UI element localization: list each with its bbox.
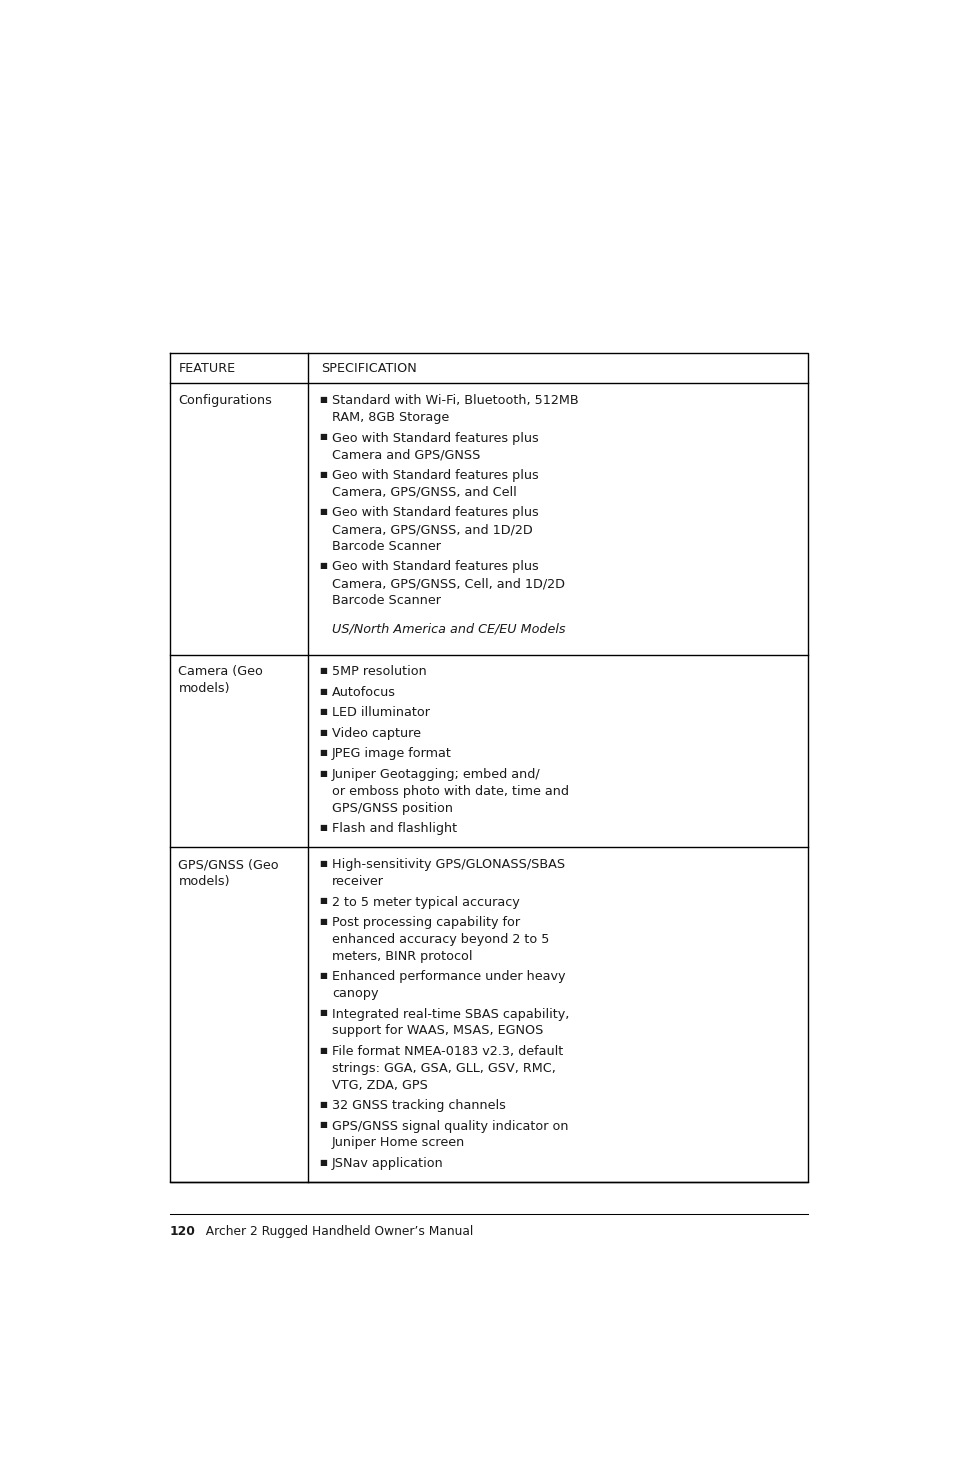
Text: receiver: receiver	[332, 875, 384, 888]
Text: ■: ■	[319, 748, 327, 757]
Text: VTG, ZDA, GPS: VTG, ZDA, GPS	[332, 1078, 428, 1092]
Text: ■: ■	[319, 432, 327, 441]
Text: RAM, 8GB Storage: RAM, 8GB Storage	[332, 412, 449, 423]
Text: models): models)	[178, 875, 230, 888]
Text: ■: ■	[319, 971, 327, 979]
Text: Geo with Standard features plus: Geo with Standard features plus	[332, 469, 538, 482]
Text: Autofocus: Autofocus	[332, 686, 395, 699]
Text: ■: ■	[319, 1158, 327, 1167]
Text: ■: ■	[319, 897, 327, 906]
Text: 2 to 5 meter typical accuracy: 2 to 5 meter typical accuracy	[332, 895, 519, 909]
Text: ■: ■	[319, 1009, 327, 1018]
Text: FEATURE: FEATURE	[178, 361, 235, 375]
Text: strings: GGA, GSA, GLL, GSV, RMC,: strings: GGA, GSA, GLL, GSV, RMC,	[332, 1062, 556, 1075]
Text: Juniper Geotagging; embed and/: Juniper Geotagging; embed and/	[332, 768, 540, 780]
Text: ■: ■	[319, 823, 327, 832]
Text: Configurations: Configurations	[178, 394, 272, 407]
Text: ■: ■	[319, 469, 327, 479]
Text: High-sensitivity GPS/GLONASS/SBAS: High-sensitivity GPS/GLONASS/SBAS	[332, 858, 565, 872]
Text: Camera, GPS/GNSS, Cell, and 1D/2D: Camera, GPS/GNSS, Cell, and 1D/2D	[332, 577, 564, 590]
Text: Video capture: Video capture	[332, 727, 420, 740]
Text: Camera, GPS/GNSS, and Cell: Camera, GPS/GNSS, and Cell	[332, 485, 517, 499]
Text: ■: ■	[319, 1100, 327, 1109]
Text: ■: ■	[319, 917, 327, 926]
Text: Flash and flashlight: Flash and flashlight	[332, 822, 456, 835]
Text: ■: ■	[319, 858, 327, 869]
Text: LED illuminator: LED illuminator	[332, 707, 430, 720]
Text: Integrated real-time SBAS capability,: Integrated real-time SBAS capability,	[332, 1007, 569, 1021]
Text: Archer 2 Rugged Handheld Owner’s Manual: Archer 2 Rugged Handheld Owner’s Manual	[197, 1226, 473, 1239]
Text: US/North America and CE/EU Models: US/North America and CE/EU Models	[332, 622, 565, 636]
Text: Camera (Geo: Camera (Geo	[178, 665, 263, 678]
Text: Enhanced performance under heavy: Enhanced performance under heavy	[332, 971, 565, 984]
Text: Geo with Standard features plus: Geo with Standard features plus	[332, 506, 538, 519]
Text: Barcode Scanner: Barcode Scanner	[332, 594, 440, 608]
Text: support for WAAS, MSAS, EGNOS: support for WAAS, MSAS, EGNOS	[332, 1025, 543, 1037]
Text: ■: ■	[319, 1121, 327, 1130]
Text: 32 GNSS tracking channels: 32 GNSS tracking channels	[332, 1099, 505, 1112]
Text: models): models)	[178, 683, 230, 695]
Text: GPS/GNSS signal quality indicator on: GPS/GNSS signal quality indicator on	[332, 1120, 568, 1133]
Text: ■: ■	[319, 1046, 327, 1055]
Text: ■: ■	[319, 687, 327, 696]
Text: Camera and GPS/GNSS: Camera and GPS/GNSS	[332, 448, 480, 462]
Text: ■: ■	[319, 667, 327, 676]
Text: Geo with Standard features plus: Geo with Standard features plus	[332, 432, 538, 444]
Text: Post processing capability for: Post processing capability for	[332, 916, 519, 929]
Text: GPS/GNSS position: GPS/GNSS position	[332, 801, 453, 814]
Text: JPEG image format: JPEG image format	[332, 748, 452, 761]
Text: Standard with Wi-Fi, Bluetooth, 512MB: Standard with Wi-Fi, Bluetooth, 512MB	[332, 394, 578, 407]
Text: Juniper Home screen: Juniper Home screen	[332, 1136, 465, 1149]
Text: ■: ■	[319, 560, 327, 571]
Text: ■: ■	[319, 708, 327, 717]
Text: Barcode Scanner: Barcode Scanner	[332, 540, 440, 553]
Text: ■: ■	[319, 395, 327, 404]
Text: meters, BINR protocol: meters, BINR protocol	[332, 950, 472, 963]
Text: enhanced accuracy beyond 2 to 5: enhanced accuracy beyond 2 to 5	[332, 934, 549, 945]
Text: GPS/GNSS (Geo: GPS/GNSS (Geo	[178, 858, 278, 872]
Text: File format NMEA-0183 v2.3, default: File format NMEA-0183 v2.3, default	[332, 1044, 563, 1058]
Text: or emboss photo with date, time and: or emboss photo with date, time and	[332, 785, 569, 798]
Text: 120: 120	[170, 1226, 195, 1239]
Text: Geo with Standard features plus: Geo with Standard features plus	[332, 560, 538, 574]
Text: ■: ■	[319, 768, 327, 777]
Text: 5MP resolution: 5MP resolution	[332, 665, 427, 678]
Text: JSNav application: JSNav application	[332, 1156, 443, 1170]
Text: canopy: canopy	[332, 987, 378, 1000]
Text: ■: ■	[319, 727, 327, 738]
Text: SPECIFICATION: SPECIFICATION	[321, 361, 416, 375]
Text: ■: ■	[319, 507, 327, 516]
Text: Camera, GPS/GNSS, and 1D/2D: Camera, GPS/GNSS, and 1D/2D	[332, 524, 533, 535]
